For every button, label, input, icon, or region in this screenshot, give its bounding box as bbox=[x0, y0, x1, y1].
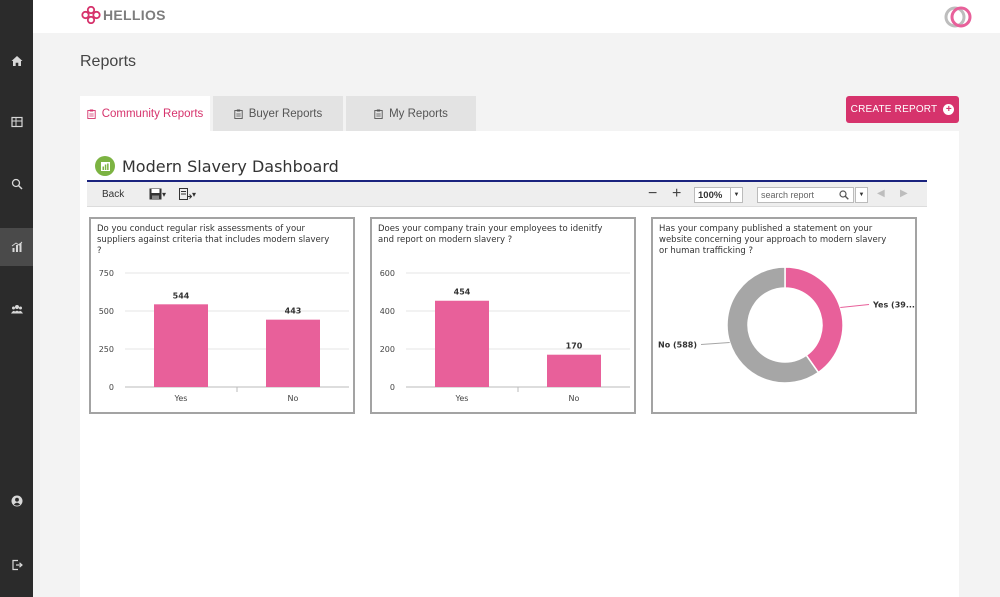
report-panel: Modern Slavery Dashboard Back ▾ ▾ − + 10… bbox=[80, 131, 959, 597]
bar bbox=[266, 319, 320, 387]
chart-card-2: Does your company train your employees t… bbox=[370, 217, 636, 414]
slice-leader-line bbox=[840, 304, 870, 308]
sidebar bbox=[0, 0, 33, 597]
users-icon bbox=[10, 305, 23, 314]
zoom-out-button[interactable]: − bbox=[648, 185, 658, 202]
bar bbox=[435, 300, 489, 387]
donut-slice bbox=[726, 266, 820, 384]
chevron-down-icon: ▼ bbox=[730, 188, 742, 202]
create-report-label: CREATE REPORT bbox=[850, 104, 938, 115]
slice-label: Yes (39... bbox=[872, 301, 915, 310]
sidebar-item-table[interactable] bbox=[0, 103, 33, 141]
sidebar-item-logout[interactable] bbox=[0, 546, 33, 584]
x-tick-label: No bbox=[569, 394, 580, 403]
donut-slice bbox=[784, 266, 844, 374]
tab-community-reports[interactable]: Community Reports bbox=[80, 96, 210, 131]
slice-leader-line bbox=[700, 342, 730, 345]
logo-text: HELLIOS bbox=[103, 7, 166, 23]
donut-chart: Yes (39... No (588) bbox=[658, 266, 915, 384]
chart-question: Has your company published a statement o… bbox=[659, 224, 887, 256]
top-bar: HELLIOS bbox=[33, 0, 1000, 33]
tab-label: My Reports bbox=[389, 107, 448, 120]
x-tick-label: No bbox=[288, 394, 299, 403]
bar-chart: 600 400 200 0 454 Yes 170 No bbox=[380, 269, 630, 403]
clipboard-icon bbox=[234, 109, 243, 119]
sidebar-item-home[interactable] bbox=[0, 42, 33, 80]
create-report-button[interactable]: CREATE REPORT + bbox=[846, 96, 959, 123]
tab-label: Buyer Reports bbox=[248, 107, 323, 120]
y-tick-label: 0 bbox=[109, 383, 114, 392]
tab-label: Community Reports bbox=[101, 107, 204, 120]
x-tick-label: Yes bbox=[174, 394, 188, 403]
tab-buyer-reports[interactable]: Buyer Reports bbox=[213, 96, 343, 131]
data-label: 443 bbox=[285, 307, 302, 316]
y-tick-label: 500 bbox=[99, 307, 114, 316]
y-tick-label: 250 bbox=[99, 345, 114, 354]
y-tick-label: 600 bbox=[380, 269, 395, 278]
sidebar-item-users[interactable] bbox=[0, 290, 33, 328]
search-icon[interactable] bbox=[839, 190, 849, 200]
home-icon bbox=[11, 56, 22, 66]
next-result-icon[interactable]: ▶ bbox=[900, 188, 908, 199]
sidebar-item-account[interactable] bbox=[0, 482, 33, 520]
logo-icon bbox=[81, 6, 101, 24]
search-report-input[interactable]: search report bbox=[757, 187, 854, 203]
app-logo[interactable]: HELLIOS bbox=[81, 6, 166, 24]
dashboard-title: Modern Slavery Dashboard bbox=[122, 157, 339, 176]
account-icon bbox=[11, 495, 22, 507]
y-tick-label: 400 bbox=[380, 307, 395, 316]
chart-card-3: Has your company published a statement o… bbox=[651, 217, 917, 414]
page-title: Reports bbox=[80, 53, 137, 70]
dashboard-icon bbox=[95, 156, 115, 176]
back-button[interactable]: Back bbox=[102, 189, 125, 200]
clipboard-icon bbox=[87, 109, 96, 119]
search-placeholder: search report bbox=[761, 190, 815, 200]
chart-question: Does your company train your employees t… bbox=[378, 224, 603, 245]
sidebar-item-search[interactable] bbox=[0, 165, 33, 203]
sidebar-item-reports[interactable] bbox=[0, 228, 33, 266]
data-label: 170 bbox=[566, 342, 583, 351]
report-toolbar: Back ▾ ▾ − + 100% ▼ search report ▼ ◀ ▶ bbox=[87, 182, 927, 207]
tab-my-reports[interactable]: My Reports bbox=[346, 96, 476, 131]
slice-label: No (588) bbox=[658, 340, 697, 349]
user-avatar[interactable] bbox=[944, 6, 974, 28]
bar bbox=[154, 304, 208, 387]
zoom-value: 100% bbox=[698, 190, 723, 201]
chart-question: Do you conduct regular risk assessments … bbox=[97, 224, 330, 256]
title-divider bbox=[87, 180, 927, 182]
bar-chart: 750 500 250 0 544 Yes 443 No bbox=[99, 269, 349, 403]
clipboard-icon bbox=[374, 109, 383, 119]
plus-icon: + bbox=[943, 104, 955, 115]
y-tick-label: 0 bbox=[390, 383, 395, 392]
y-tick-label: 200 bbox=[380, 345, 395, 354]
table-icon bbox=[10, 116, 23, 128]
zoom-select[interactable]: 100% ▼ bbox=[694, 187, 743, 203]
x-tick-label: Yes bbox=[455, 394, 469, 403]
save-icon[interactable]: ▾ bbox=[149, 187, 166, 201]
export-icon[interactable]: ▾ bbox=[179, 187, 196, 201]
bar bbox=[547, 354, 601, 387]
chart-card-1: Do you conduct regular risk assessments … bbox=[89, 217, 355, 414]
logout-icon bbox=[11, 559, 23, 571]
chart-icon bbox=[11, 241, 22, 252]
data-label: 454 bbox=[454, 288, 471, 297]
search-icon bbox=[11, 178, 23, 190]
data-label: 544 bbox=[173, 291, 190, 300]
zoom-in-button[interactable]: + bbox=[672, 185, 682, 202]
previous-result-icon[interactable]: ◀ bbox=[877, 188, 885, 199]
y-tick-label: 750 bbox=[99, 269, 114, 278]
search-options-dropdown[interactable]: ▼ bbox=[855, 187, 868, 203]
